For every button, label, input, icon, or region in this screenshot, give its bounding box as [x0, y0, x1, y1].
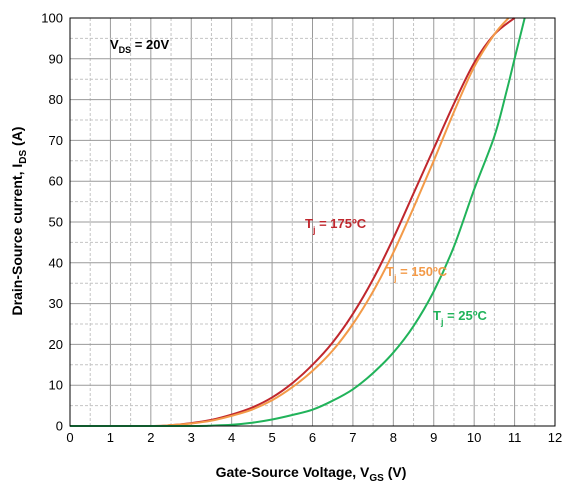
x-tick-label: 11: [508, 430, 522, 445]
x-tick-label: 12: [548, 430, 562, 445]
y-tick-label: 80: [49, 92, 63, 107]
series-label-175: Tj = 175ºC: [305, 216, 367, 235]
x-axis-label: Gate-Source Voltage, VGS (V): [216, 464, 407, 484]
condition-label: VDS = 20V: [110, 37, 169, 55]
y-tick-label: 0: [56, 419, 63, 434]
y-tick-label: 90: [49, 51, 63, 66]
x-tick-label: 3: [188, 430, 195, 445]
y-tick-label: 20: [49, 337, 63, 352]
plot-frame: [69, 17, 556, 427]
x-tick-label: 4: [228, 430, 235, 445]
y-tick-label: 70: [49, 133, 63, 148]
x-tick-label: 7: [349, 430, 356, 445]
x-tick-label: 9: [430, 430, 437, 445]
x-tick-label: 1: [107, 430, 114, 445]
series-tj-25: [69, 17, 526, 428]
series-label-150: Tj = 150ºC: [386, 264, 448, 283]
y-axis-label: Drain-Source current, IDS (A): [9, 127, 29, 316]
annotations: VDS = 20V Tj = 175ºC Tj = 150ºC Tj = 25ºC: [110, 37, 487, 327]
y-tick-label: 100: [41, 11, 63, 26]
x-tick-label: 10: [467, 430, 481, 445]
y-tick-label: 60: [49, 174, 63, 189]
x-tick-label: 6: [309, 430, 316, 445]
x-tick-label: 5: [268, 430, 275, 445]
y-tick-label: 40: [49, 255, 63, 270]
x-tick-label: 0: [66, 430, 73, 445]
x-tick-label: 8: [390, 430, 397, 445]
y-tick-label: 30: [49, 296, 63, 311]
x-tick-label: 2: [147, 430, 154, 445]
series-lines: [69, 17, 526, 428]
series-label-25: Tj = 25ºC: [433, 308, 487, 327]
series-tj-150: [69, 17, 510, 428]
y-tick-label: 50: [49, 215, 63, 230]
y-tick-label: 10: [49, 378, 63, 393]
